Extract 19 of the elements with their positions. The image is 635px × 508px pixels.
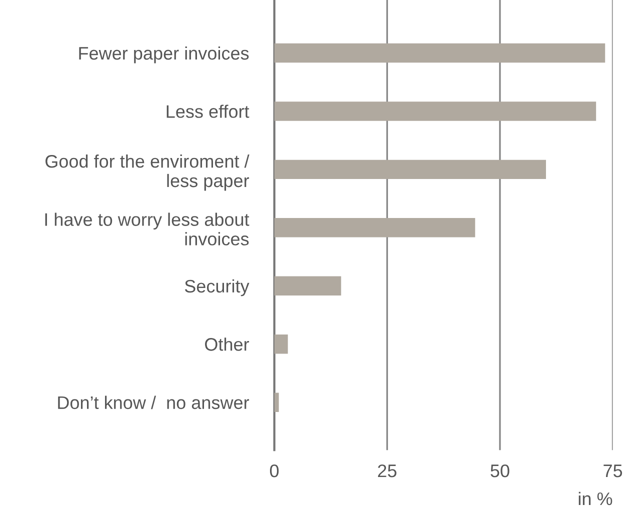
bar: [274, 276, 342, 296]
x-tick-label: 25: [378, 464, 396, 478]
y-tick-label: Other: [205, 338, 250, 351]
bar: [274, 43, 606, 63]
y-tick-label: Good for the enviroment / less paper: [46, 154, 250, 191]
x-tick-label: 50: [490, 464, 510, 478]
x-tick-label: 0: [270, 464, 279, 478]
x-axis-title: in %: [578, 492, 612, 506]
bar: [274, 102, 596, 121]
y-tick-label: Don’t know / no answer: [58, 396, 250, 410]
bar: [274, 392, 279, 412]
bar: [274, 218, 476, 238]
y-tick-label: I have to worry less about invoices: [45, 212, 250, 246]
y-tick-label: Security: [184, 279, 250, 296]
y-tick-label: Less effort: [166, 104, 250, 118]
y-tick-label: Fewer paper invoices: [79, 46, 249, 64]
bar: [274, 334, 288, 354]
x-tick-label: 75: [604, 464, 622, 478]
bar: [274, 160, 546, 180]
